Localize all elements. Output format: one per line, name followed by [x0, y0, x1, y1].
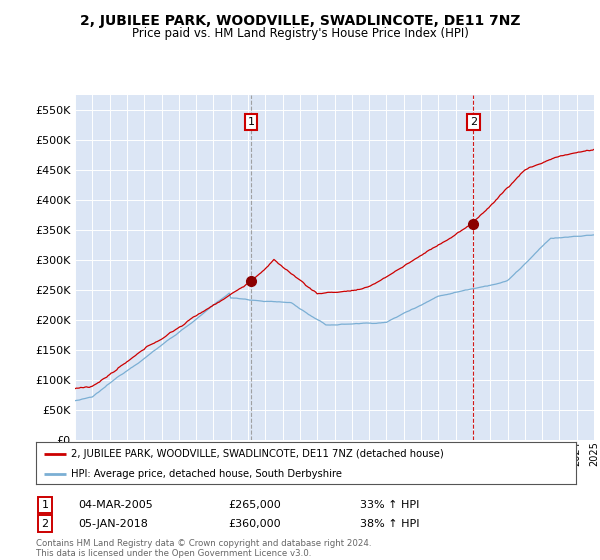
Text: £360,000: £360,000 — [228, 519, 281, 529]
Text: 33% ↑ HPI: 33% ↑ HPI — [360, 500, 419, 510]
Text: 2, JUBILEE PARK, WOODVILLE, SWADLINCOTE, DE11 7NZ (detached house): 2, JUBILEE PARK, WOODVILLE, SWADLINCOTE,… — [71, 449, 444, 459]
Text: 38% ↑ HPI: 38% ↑ HPI — [360, 519, 419, 529]
Text: Contains HM Land Registry data © Crown copyright and database right 2024.: Contains HM Land Registry data © Crown c… — [36, 539, 371, 548]
Text: 1: 1 — [247, 117, 254, 127]
Text: HPI: Average price, detached house, South Derbyshire: HPI: Average price, detached house, Sout… — [71, 469, 342, 479]
Text: 2, JUBILEE PARK, WOODVILLE, SWADLINCOTE, DE11 7NZ: 2, JUBILEE PARK, WOODVILLE, SWADLINCOTE,… — [80, 14, 520, 28]
Text: This data is licensed under the Open Government Licence v3.0.: This data is licensed under the Open Gov… — [36, 549, 311, 558]
Text: 2: 2 — [41, 519, 49, 529]
Text: 1: 1 — [41, 500, 49, 510]
Text: 04-MAR-2005: 04-MAR-2005 — [78, 500, 153, 510]
Text: £265,000: £265,000 — [228, 500, 281, 510]
Text: Price paid vs. HM Land Registry's House Price Index (HPI): Price paid vs. HM Land Registry's House … — [131, 27, 469, 40]
Text: 2: 2 — [470, 117, 477, 127]
Text: 05-JAN-2018: 05-JAN-2018 — [78, 519, 148, 529]
